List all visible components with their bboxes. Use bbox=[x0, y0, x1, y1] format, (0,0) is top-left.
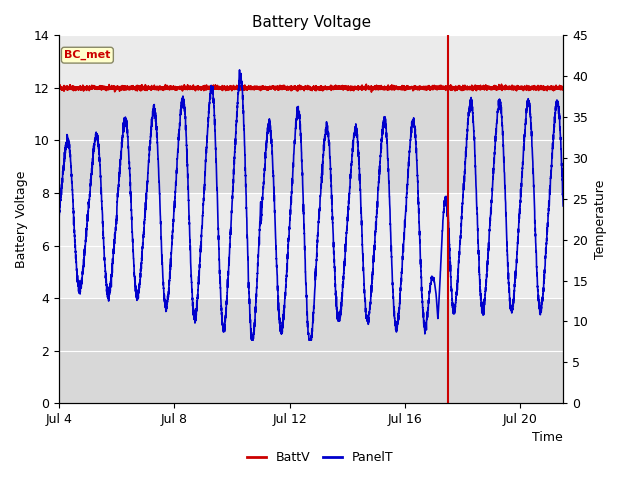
Y-axis label: Temperature: Temperature bbox=[594, 180, 607, 259]
Text: BC_met: BC_met bbox=[64, 50, 111, 60]
X-axis label: Time: Time bbox=[532, 432, 563, 444]
Bar bbox=[59, 298, 563, 403]
Title: Battery Voltage: Battery Voltage bbox=[252, 15, 371, 30]
Bar bbox=[59, 88, 563, 193]
Legend: BattV, PanelT: BattV, PanelT bbox=[242, 446, 398, 469]
Y-axis label: Battery Voltage: Battery Voltage bbox=[15, 170, 28, 268]
